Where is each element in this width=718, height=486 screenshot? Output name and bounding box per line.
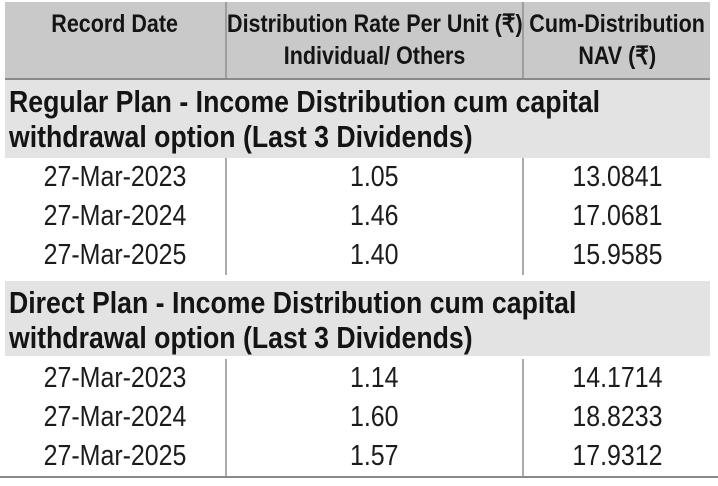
distribution-rate-header-line1: Distribution Rate Per Unit (₹) <box>226 10 523 38</box>
table-row: 27-Mar-2024 1.60 18.8233 <box>5 398 710 437</box>
rate-cell: 1.57 <box>225 437 522 476</box>
rate-value: 1.60 <box>350 401 399 433</box>
rate-cell: 1.46 <box>225 197 522 236</box>
cum-distribution-nav-header-line2: NAV (₹) <box>578 42 656 70</box>
table-header-row: Record Date Distribution Rate Per Unit (… <box>5 2 710 80</box>
header-cell-cum-distribution-nav: Cum-Distribution NAV (₹) <box>522 2 710 78</box>
regular-plan-title-line2: withdrawal option (Last 3 Dividends) <box>9 119 473 154</box>
nav-value: 17.0681 <box>571 200 663 232</box>
record-date-value: 27-Mar-2024 <box>43 401 187 433</box>
rate-value: 1.14 <box>350 362 399 394</box>
header-cell-record-date: Record Date <box>5 2 225 78</box>
rate-value: 1.05 <box>350 161 399 193</box>
record-date-value: 27-Mar-2025 <box>43 239 187 271</box>
nav-cell: 18.8233 <box>522 398 710 437</box>
table-row: 27-Mar-2024 1.46 17.0681 <box>5 197 710 236</box>
rate-cell: 1.05 <box>225 158 522 197</box>
section-header-regular-plan: Regular Plan - Income Distribution cum c… <box>5 80 710 158</box>
rate-cell: 1.40 <box>225 236 522 275</box>
direct-plan-title-line2: withdrawal option (Last 3 Dividends) <box>9 320 473 355</box>
nav-cell: 17.9312 <box>522 437 710 476</box>
record-date-cell: 27-Mar-2025 <box>5 236 225 275</box>
record-date-cell: 27-Mar-2024 <box>5 398 225 437</box>
rate-value: 1.57 <box>350 440 399 472</box>
rate-value: 1.46 <box>350 200 399 232</box>
nav-value: 17.9312 <box>571 440 663 472</box>
rate-cell: 1.60 <box>225 398 522 437</box>
distribution-rate-header-line2: Individual/ Others <box>283 42 466 70</box>
section-gap <box>5 275 710 281</box>
header-cell-distribution-rate: Distribution Rate Per Unit (₹) Individua… <box>225 2 522 78</box>
table-row: 27-Mar-2025 1.57 17.9312 <box>5 437 710 476</box>
section-gap <box>5 356 710 359</box>
nav-value: 13.0841 <box>571 161 663 193</box>
record-date-header-label: Record Date <box>51 10 179 38</box>
table-row: 27-Mar-2025 1.40 15.9585 <box>5 236 710 275</box>
direct-plan-rows: 27-Mar-2023 1.14 14.1714 27-Mar-2024 1.6… <box>5 359 710 476</box>
rate-cell: 1.14 <box>225 359 522 398</box>
nav-value: 15.9585 <box>571 239 663 271</box>
nav-cell: 14.1714 <box>522 359 710 398</box>
table-row: 27-Mar-2023 1.14 14.1714 <box>5 359 710 398</box>
record-date-cell: 27-Mar-2023 <box>5 158 225 197</box>
direct-plan-title-line1: Direct Plan - Income Distribution cum ca… <box>9 285 577 320</box>
regular-plan-rows: 27-Mar-2023 1.05 13.0841 27-Mar-2024 1.4… <box>5 158 710 275</box>
record-date-value: 27-Mar-2023 <box>43 362 187 394</box>
record-date-cell: 27-Mar-2025 <box>5 437 225 476</box>
table: Record Date Distribution Rate Per Unit (… <box>0 2 718 478</box>
record-date-cell: 27-Mar-2023 <box>5 359 225 398</box>
nav-cell: 15.9585 <box>522 236 710 275</box>
cum-distribution-nav-header-line1: Cum-Distribution <box>529 10 705 38</box>
nav-value: 18.8233 <box>571 401 663 433</box>
nav-cell: 17.0681 <box>522 197 710 236</box>
record-date-value: 27-Mar-2024 <box>43 200 187 232</box>
record-date-cell: 27-Mar-2024 <box>5 197 225 236</box>
section-header-direct-plan: Direct Plan - Income Distribution cum ca… <box>5 281 710 356</box>
record-date-value: 27-Mar-2025 <box>43 440 187 472</box>
regular-plan-title-line1: Regular Plan - Income Distribution cum c… <box>9 84 601 119</box>
rate-value: 1.40 <box>350 239 399 271</box>
nav-value: 14.1714 <box>571 362 663 394</box>
table-row: 27-Mar-2023 1.05 13.0841 <box>5 158 710 197</box>
nav-cell: 13.0841 <box>522 158 710 197</box>
record-date-value: 27-Mar-2023 <box>43 161 187 193</box>
table-bottom-border <box>0 476 718 478</box>
